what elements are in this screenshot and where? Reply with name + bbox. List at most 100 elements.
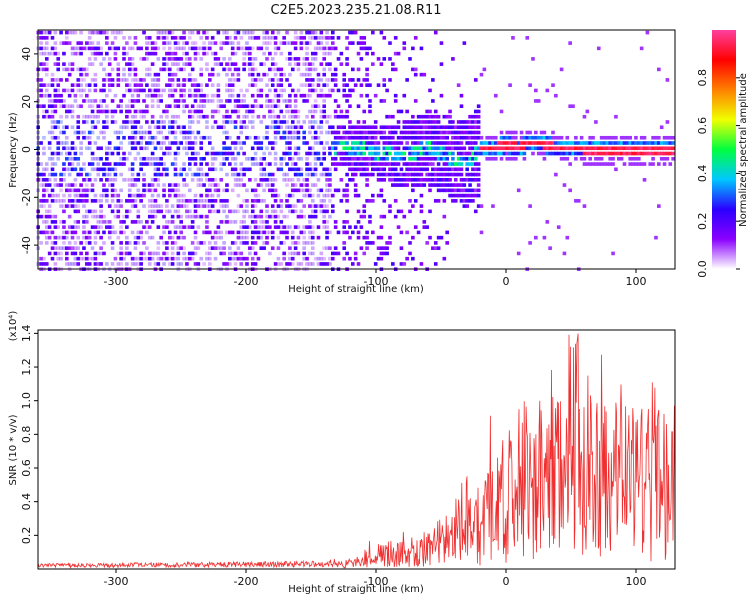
spectrogram-cell: [76, 67, 81, 72]
spectrogram-cell: [425, 225, 429, 229]
spectrogram-cell: [359, 246, 364, 250]
spectrogram-cell: [147, 36, 152, 40]
spectrogram-cell: [116, 214, 121, 219]
spectrogram-cell: [110, 178, 115, 182]
spectrogram-cell: [162, 109, 166, 114]
spectrogram-cell: [496, 151, 501, 156]
spectrogram-cell: [448, 151, 452, 156]
spectrogram-cell: [185, 256, 189, 261]
spectrogram-cell: [385, 135, 389, 140]
spectrogram-cell: [96, 146, 101, 151]
spectrogram-cell: [330, 162, 335, 166]
spectrogram-cell: [270, 109, 275, 114]
spectrogram-cell: [651, 156, 655, 161]
spectrogram-cell: [325, 36, 329, 40]
spectrogram-cell: [282, 225, 286, 229]
spectrogram-cell: [579, 141, 584, 145]
spectrogram-cell: [42, 262, 46, 266]
spectrogram-cell: [173, 99, 178, 103]
spectrogram-cell: [348, 41, 352, 45]
spectrogram-cell: [439, 172, 444, 177]
spectrogram-cell: [165, 30, 169, 35]
spectrogram-cell: [239, 104, 244, 109]
spectrogram-cell: [70, 62, 75, 66]
spectrogram-cell: [270, 57, 275, 61]
spectrogram-cell: [87, 141, 92, 145]
spectrogram-cell: [448, 172, 452, 177]
spectrogram-cell: [268, 125, 272, 130]
spectrogram-cell: [333, 188, 338, 193]
spectrogram-cell: [465, 204, 469, 208]
spectrogram-cell: [270, 78, 275, 82]
spectrogram-cell: [162, 88, 166, 93]
spectrogram-cell: [150, 188, 155, 193]
spectrogram-cell: [199, 199, 204, 203]
spectrogram-cell: [416, 167, 421, 172]
spectrogram-cell: [325, 262, 329, 266]
spectrogram-cell: [494, 93, 498, 98]
spectrogram-cell: [156, 36, 161, 40]
spectrogram-cell: [382, 172, 387, 177]
spectrogram-cell: [270, 36, 275, 40]
spectrogram-cell: [53, 235, 58, 240]
spectrogram-cell: [288, 209, 292, 214]
spectrogram-cell: [187, 141, 192, 145]
spectrogram-cell: [228, 220, 232, 224]
spectrogram-cell: [225, 67, 229, 72]
spectrogram-cell: [193, 88, 198, 93]
spectrogram-cell: [371, 30, 375, 35]
spectrogram-cell: [422, 135, 427, 140]
spectrogram-cell: [288, 51, 292, 56]
spectrogram-cell: [270, 120, 275, 124]
spectrogram-cell: [305, 241, 309, 245]
spectrogram-cell: [356, 151, 361, 156]
spectrogram-cell: [625, 135, 630, 140]
spectrogram-cell: [253, 230, 258, 235]
spectrogram-cell: [316, 125, 321, 130]
spectrogram-cell: [279, 135, 284, 140]
spectrogram-cell: [448, 146, 452, 151]
spectrogram-cell: [256, 46, 261, 51]
spectrogram-cell: [359, 151, 364, 156]
spectrogram-cell: [468, 151, 472, 156]
spectrogram-cell: [79, 130, 83, 135]
spectrogram-cell: [336, 251, 341, 256]
spectrogram-cell: [345, 230, 349, 235]
spectrogram-cell: [296, 120, 301, 124]
spectrogram-cell: [147, 125, 152, 130]
spectrogram-cell: [385, 156, 389, 161]
spectrogram-cell: [371, 125, 375, 130]
spectrogram-cell: [571, 151, 575, 156]
spectrogram-cell: [105, 199, 109, 203]
spectrogram-cell: [93, 251, 98, 256]
spectrogram-cell: [665, 156, 670, 161]
spectrogram-cell: [285, 78, 289, 82]
spectrogram-cell: [359, 156, 364, 161]
spectrogram-cell: [242, 67, 246, 72]
spectrogram-cell: [388, 209, 392, 214]
spectrogram-cell: [162, 162, 166, 166]
spectrogram-cell: [165, 251, 169, 256]
spectrogram-cell: [268, 104, 272, 109]
spectrogram-cell: [205, 256, 209, 261]
spectrogram-cell: [256, 183, 261, 187]
spectrogram-cell: [259, 141, 264, 145]
spectrogram-cell: [119, 125, 123, 130]
spectrogram-cell: [534, 99, 538, 103]
spectrogram-cell: [642, 151, 647, 156]
spectrogram-cell: [273, 188, 278, 193]
spectrogram-cell: [419, 204, 424, 208]
spectrogram-cell: [147, 262, 152, 266]
spectrogram-cell: [125, 209, 129, 214]
spectrogram-cell: [59, 235, 63, 240]
spectrogram-cell: [93, 178, 98, 182]
spectrogram-cell: [182, 30, 186, 35]
spectrogram-cell: [225, 183, 229, 187]
spectrogram-cell: [176, 251, 181, 256]
spectrogram-cell: [408, 167, 412, 172]
spectrogram-cell: [436, 188, 441, 193]
spectrogram-cell: [130, 57, 135, 61]
spectrogram-cell: [56, 88, 61, 93]
spectrogram-cell: [405, 130, 409, 135]
spectrogram-cell: [76, 188, 81, 193]
